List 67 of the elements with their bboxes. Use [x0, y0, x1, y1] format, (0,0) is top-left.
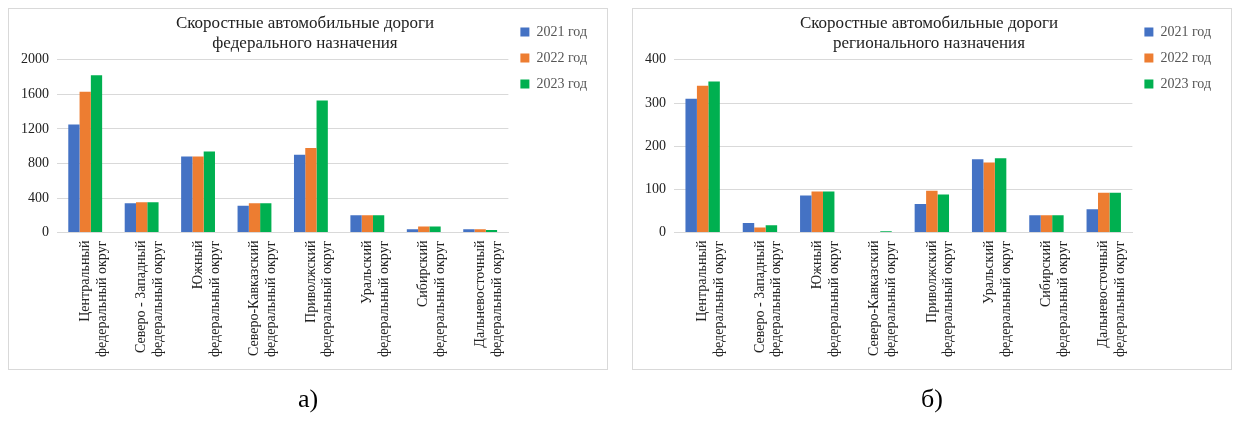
bar — [926, 190, 938, 233]
bar — [754, 227, 766, 233]
legend-label: 2021 год — [536, 23, 588, 39]
bar — [742, 223, 755, 233]
x-tick-label: Центральный федеральный округ — [694, 240, 727, 358]
bar — [1052, 215, 1064, 233]
bar — [685, 98, 697, 233]
y-tick-label: 800 — [28, 155, 49, 171]
y-tick-label: 0 — [42, 224, 49, 240]
bar — [765, 225, 778, 233]
bar — [474, 229, 486, 233]
y-tick-label: 400 — [645, 51, 666, 67]
legend-label: 2023 год — [1160, 75, 1212, 91]
bar — [316, 100, 328, 233]
y-tick-label: 200 — [645, 137, 666, 153]
bar — [248, 203, 261, 233]
y-tick-label: 1600 — [21, 86, 49, 102]
bar — [237, 205, 249, 233]
bar — [203, 151, 215, 233]
legend-label: 2023 год — [536, 75, 588, 91]
bar — [811, 191, 823, 233]
bar — [463, 229, 475, 233]
bar — [822, 191, 835, 233]
bar — [90, 75, 103, 233]
bar — [124, 203, 136, 233]
bar — [429, 226, 441, 233]
chart-title: Скоростные автомобильные дороги регионального назначения — [799, 12, 1059, 53]
bar — [1029, 215, 1041, 233]
bar — [994, 158, 1007, 233]
y-tick-label: 400 — [28, 189, 49, 205]
y-tick-label: 300 — [645, 94, 666, 110]
bar — [1086, 209, 1099, 233]
text: б) — [920, 384, 944, 414]
bar — [800, 195, 812, 233]
bar — [1040, 215, 1053, 233]
bar — [305, 147, 317, 233]
x-tick-label: Центральный федеральный округ — [76, 240, 109, 358]
text: а) — [296, 384, 320, 414]
bar — [406, 229, 419, 233]
bar — [971, 159, 984, 233]
y-tick-label: 0 — [659, 224, 666, 240]
bar — [1109, 192, 1121, 233]
legend-label: 2021 год — [1160, 23, 1212, 39]
chart-title: Скоростные автомобильные дороги федерального назначения — [175, 12, 435, 53]
bar — [485, 230, 498, 233]
legend-label: 2022 год — [1160, 49, 1212, 65]
bar — [1098, 192, 1110, 233]
legend-label: 2022 год — [536, 49, 588, 65]
bar — [79, 91, 91, 233]
bar — [372, 215, 385, 233]
bar — [181, 156, 193, 233]
bar — [983, 162, 995, 233]
bar — [192, 156, 204, 233]
y-tick-label: 1200 — [21, 120, 49, 136]
bar — [361, 215, 373, 233]
y-tick-label: 2000 — [21, 51, 49, 67]
bar — [68, 124, 80, 233]
bar — [937, 194, 950, 233]
bar — [914, 204, 927, 233]
bar — [350, 215, 362, 233]
bar — [696, 85, 709, 233]
bar — [293, 154, 306, 233]
bar — [147, 202, 159, 233]
bar — [135, 202, 148, 233]
bar — [708, 81, 720, 233]
bar — [260, 203, 272, 233]
y-tick-label: 100 — [645, 181, 666, 197]
